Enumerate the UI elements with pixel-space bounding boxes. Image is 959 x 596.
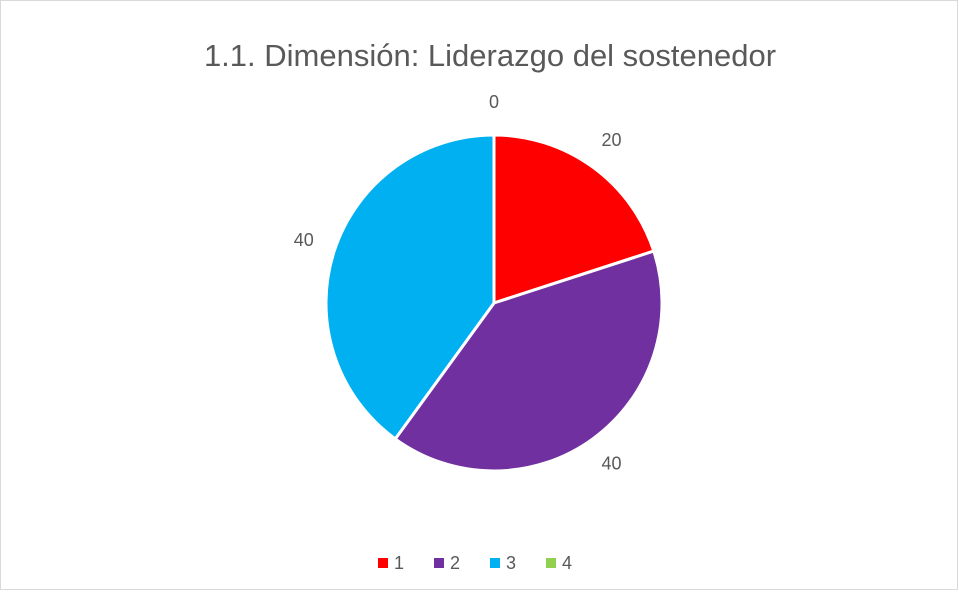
legend-label: 1 [394,553,404,573]
pie-slice [324,133,496,442]
pie-slice [492,133,656,306]
legend-swatch [490,558,500,568]
legend-label: 2 [450,553,460,573]
data-label: 40 [602,454,622,474]
chart-title: 1.1. Dimensión: Liderazgo del sostenedor [204,38,776,73]
data-label: 0 [489,92,499,112]
pie-slice [393,249,664,473]
data-label: 40 [294,230,314,250]
legend-swatch [378,558,388,568]
legend-swatch [434,558,444,568]
legend-label: 4 [562,553,572,573]
legend-swatch [546,558,556,568]
legend-label: 3 [506,553,516,573]
data-label: 20 [602,130,622,150]
